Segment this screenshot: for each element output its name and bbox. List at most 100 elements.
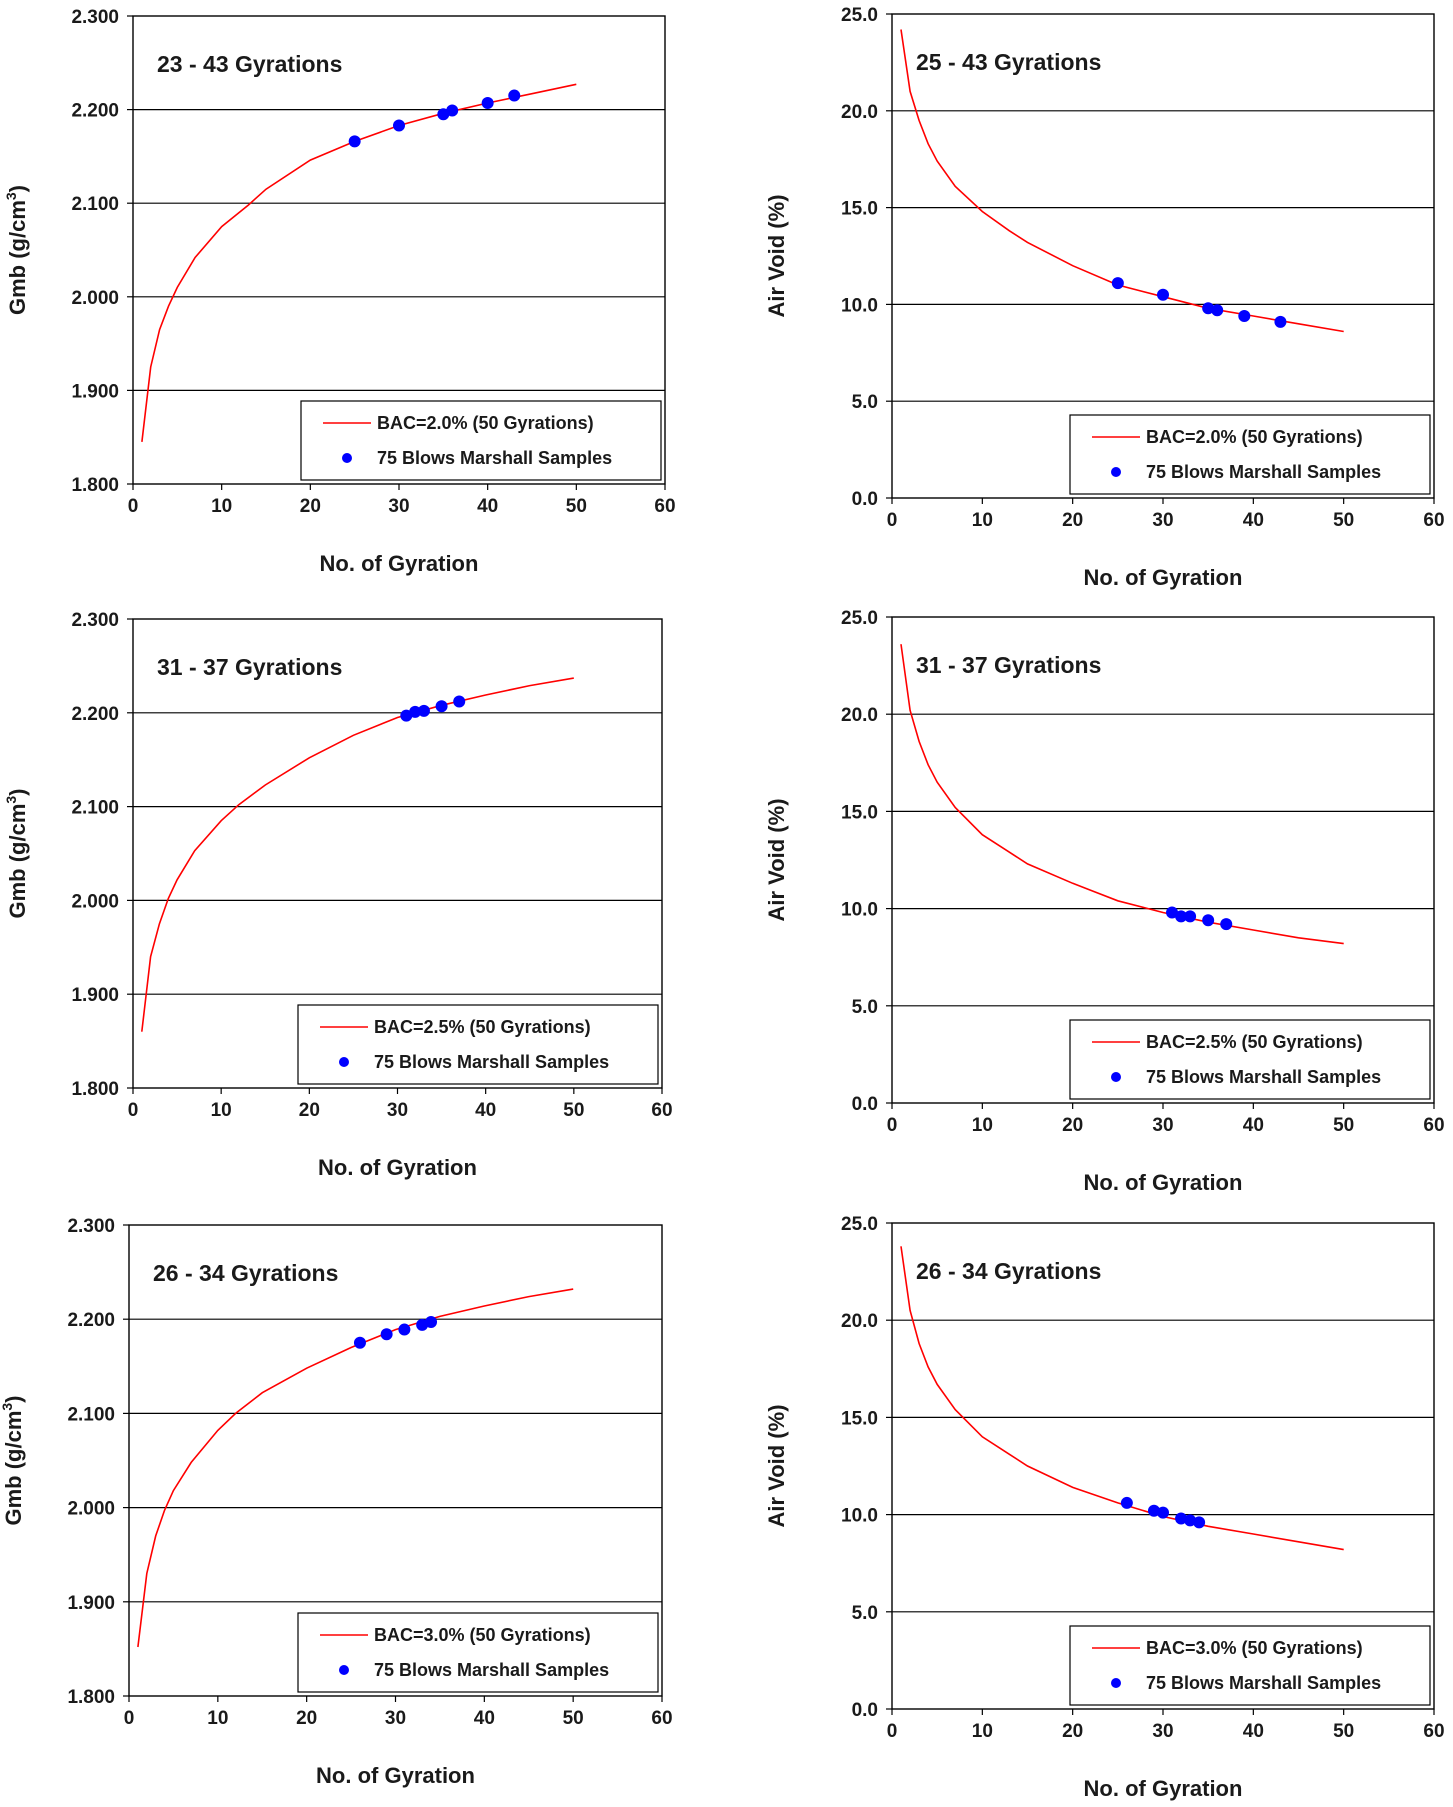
y-axis-label-main: Air Void (%) [764,1404,789,1527]
x-tick-label: 30 [1152,1721,1173,1742]
legend-marker-swatch [339,1057,349,1067]
data-point-marker [453,695,466,708]
y-tick-label: 0.0 [852,489,878,510]
x-tick-label: 50 [566,496,587,517]
y-tick-label: 2.300 [67,1216,115,1237]
legend-entry-markers: 75 Blows Marshall Samples [374,1660,609,1680]
chart-panel-2: 0 10 20 30 40 50 60 0.0 5.0 10.0 15.0 20.0 25.0 No. o… [764,5,1445,590]
legend-marker-swatch [1111,1072,1121,1082]
chart-title: 26 - 34 Gyrations [916,1258,1101,1284]
legend-box [1069,1019,1431,1100]
series-curve-line [141,677,574,1032]
y-axis-label: Gmb (g/cm3) [3,788,30,918]
y-tick-label: 0.0 [852,1094,878,1115]
x-tick-label: 50 [1333,1721,1354,1742]
data-point-marker [481,97,494,110]
x-tick-label: 20 [296,1708,317,1729]
chart-panel-3: 0 10 20 30 40 50 60 1.800 1.900 2.000 2.100 2.200 2.… [3,610,673,1180]
x-axis-label: No. of Gyration [1084,1776,1243,1801]
y-axis-label-main: Gmb (g/cm [5,200,30,315]
x-tick-label: 0 [128,1100,139,1121]
y-tick-label: 15.0 [841,1408,878,1429]
y-axis-label-main: Air Void (%) [764,194,789,317]
y-axis-label: Air Void (%) [764,1404,789,1527]
legend-box [297,1004,659,1085]
y-tick-label: 5.0 [852,392,878,413]
y-tick-label: 0.0 [852,1700,878,1721]
legend-entry-markers: 75 Blows Marshall Samples [377,448,612,468]
y-tick-label: 2.200 [67,1310,115,1331]
y-axis-label-main: Gmb (g/cm [1,1411,26,1526]
legend-entry-markers: 75 Blows Marshall Samples [1146,462,1381,482]
data-point-marker [409,705,422,718]
y-tick-label: 1.800 [67,1687,115,1708]
x-tick-label: 30 [387,1100,408,1121]
x-tick-label: 30 [385,1708,406,1729]
legend: BAC=3.0% (50 Gyrations) 75 Blows Marshall… [297,1612,659,1693]
chart-title: 31 - 37 Gyrations [916,652,1101,678]
data-point-marker [1184,910,1197,923]
y-tick-label: 2.100 [71,194,119,215]
data-point-marker [1175,1512,1188,1525]
data-point-marker [1166,906,1179,919]
legend-entry-curve: BAC=2.5% (50 Gyrations) [1146,1032,1363,1052]
y-tick-label: 25.0 [841,5,878,26]
x-tick-label: 10 [211,1100,232,1121]
y-axis-label-superscript: 3 [3,192,19,200]
x-axis-label: No. of Gyration [1084,1170,1243,1195]
x-tick-label: 0 [128,496,139,517]
legend: BAC=2.0% (50 Gyrations) 75 Blows Marshall… [300,400,662,481]
y-tick-label: 2.300 [71,7,119,28]
y-tick-label: 1.800 [71,475,119,496]
legend-box [300,400,662,481]
x-tick-label: 30 [1152,510,1173,531]
x-tick-label: 0 [887,1721,898,1742]
y-axis-label-tail: ) [1,1395,26,1402]
data-point-marker [446,104,459,117]
data-point-marker [393,119,405,132]
data-point-marker [1157,1506,1169,1519]
x-tick-label: 0 [887,510,898,531]
y-tick-label: 2.100 [71,798,119,819]
chart-panel-1: 0 10 20 30 40 50 60 1.800 1.900 2.000 2.100 2.200 2.… [3,7,676,576]
legend: BAC=2.5% (50 Gyrations) 75 Blows Marshall… [1069,1019,1431,1100]
legend-marker-swatch [1111,467,1121,477]
y-tick-label: 25.0 [841,1214,878,1235]
chart-title: 25 - 43 Gyrations [916,49,1101,75]
chart-panel-5: 0 10 20 30 40 50 60 1.800 1.900 2.000 2.100 2.200 2.… [0,1216,673,1788]
legend-marker-swatch [339,1665,349,1675]
data-point-marker [353,1336,366,1349]
data-point-marker [1111,277,1124,290]
data-point-marker [425,1316,438,1329]
series-curve-line [900,644,1344,945]
data-point-marker [1147,1504,1160,1517]
x-tick-label: 30 [1152,1115,1173,1136]
x-tick-label: 30 [388,496,409,517]
x-tick-label: 40 [475,1100,496,1121]
data-point-marker [380,1328,393,1341]
legend-box [1069,1625,1431,1706]
y-tick-label: 1.900 [67,1593,115,1614]
x-tick-label: 10 [972,510,993,531]
x-axis-label: No. of Gyration [316,1763,475,1788]
legend: BAC=2.5% (50 Gyrations) 75 Blows Marshall… [297,1004,659,1085]
y-axis-label: Gmb (g/cm3) [3,185,30,315]
chart-panel-6: 0 10 20 30 40 50 60 0.0 5.0 10.0 15.0 20.0 25.0 No. o… [764,1214,1445,1801]
legend-entry-curve: BAC=2.0% (50 Gyrations) [377,413,594,433]
series-curve-line [900,29,1344,333]
data-point-marker [1274,315,1287,328]
y-tick-label: 1.900 [71,985,119,1006]
x-tick-label: 60 [1423,1721,1444,1742]
legend: BAC=3.0% (50 Gyrations) 75 Blows Marshall… [1069,1625,1431,1706]
x-axis-label: No. of Gyration [1084,565,1243,590]
data-point-marker [1120,1496,1133,1509]
x-tick-label: 20 [1062,1721,1083,1742]
y-tick-label: 25.0 [841,608,878,629]
legend-entry-curve: BAC=2.5% (50 Gyrations) [374,1017,591,1037]
x-tick-label: 10 [211,496,232,517]
x-tick-label: 40 [477,496,498,517]
x-tick-label: 10 [972,1721,993,1742]
chart-title: 31 - 37 Gyrations [157,654,342,680]
legend: BAC=2.0% (50 Gyrations) 75 Blows Marshall… [1069,414,1431,495]
x-tick-label: 50 [563,1708,584,1729]
